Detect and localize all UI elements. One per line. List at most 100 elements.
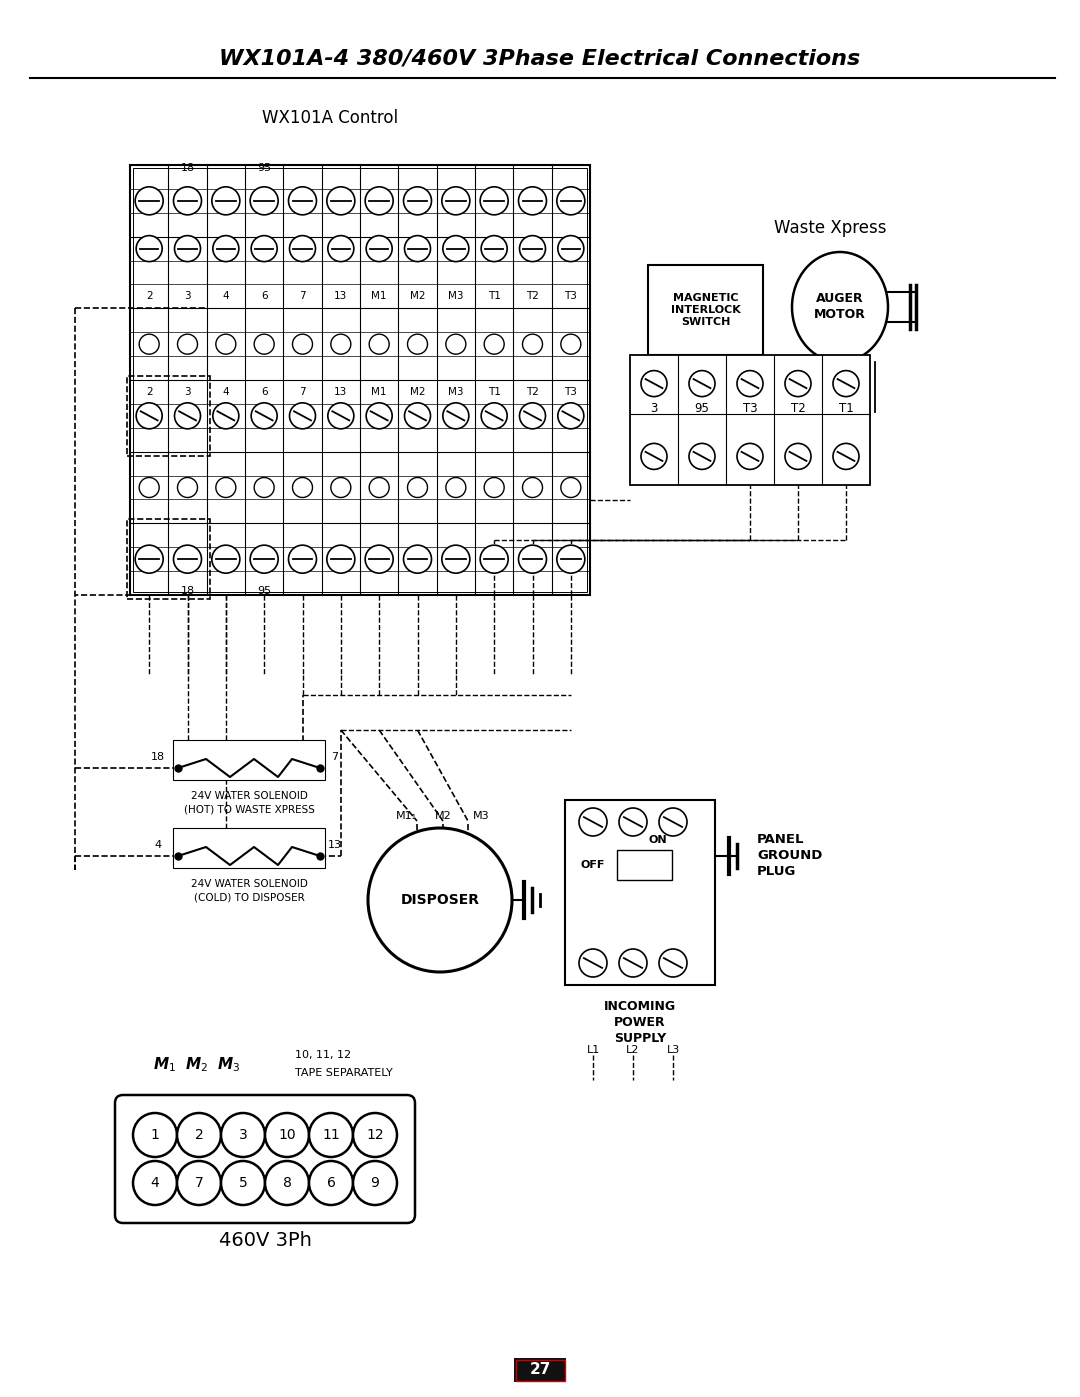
Text: INCOMING
POWER
SUPPLY: INCOMING POWER SUPPLY [604, 1000, 676, 1045]
Circle shape [833, 370, 859, 397]
Text: 95: 95 [257, 587, 271, 597]
Text: 7: 7 [332, 752, 338, 761]
Text: PANEL
GROUND
PLUG: PANEL GROUND PLUG [757, 833, 822, 877]
Text: 95: 95 [257, 163, 271, 173]
Text: L1: L1 [586, 1045, 599, 1055]
Bar [173, 828, 325, 868]
Circle shape [328, 236, 354, 261]
Text: 3: 3 [185, 387, 191, 397]
Text: T2: T2 [526, 387, 539, 397]
Circle shape [136, 236, 162, 261]
Circle shape [442, 545, 470, 573]
Text: 4: 4 [154, 840, 162, 849]
Bar [173, 740, 325, 780]
Circle shape [365, 545, 393, 573]
Circle shape [484, 334, 504, 355]
Circle shape [557, 187, 585, 215]
Text: T3: T3 [743, 402, 757, 415]
Text: T3: T3 [565, 387, 578, 397]
Circle shape [481, 187, 509, 215]
Circle shape [177, 1161, 221, 1206]
Ellipse shape [792, 251, 888, 362]
Circle shape [404, 545, 432, 573]
Circle shape [619, 949, 647, 977]
Text: 13: 13 [328, 840, 342, 849]
Circle shape [659, 807, 687, 835]
Text: 1: 1 [150, 1127, 160, 1141]
Text: 3: 3 [650, 402, 658, 415]
Text: 13: 13 [334, 387, 348, 397]
Circle shape [482, 402, 508, 429]
Circle shape [369, 478, 389, 497]
Circle shape [579, 949, 607, 977]
Circle shape [481, 545, 509, 573]
Circle shape [405, 402, 431, 429]
Circle shape [579, 807, 607, 835]
Text: 7: 7 [299, 387, 306, 397]
Text: 10, 11, 12: 10, 11, 12 [295, 1051, 351, 1060]
Bar [127, 376, 210, 455]
Text: T1: T1 [488, 387, 501, 397]
Circle shape [221, 1113, 265, 1157]
Text: 6: 6 [326, 1176, 336, 1190]
Circle shape [133, 1161, 177, 1206]
Text: Waste Xpress: Waste Xpress [773, 219, 887, 237]
Text: 5: 5 [239, 1176, 247, 1190]
Circle shape [135, 545, 163, 573]
Text: 460V 3Ph: 460V 3Ph [218, 1231, 311, 1249]
Circle shape [558, 402, 584, 429]
Circle shape [737, 443, 762, 469]
Circle shape [405, 236, 431, 261]
Circle shape [216, 478, 235, 497]
Circle shape [619, 807, 647, 835]
Text: 6: 6 [261, 387, 268, 397]
Circle shape [136, 402, 162, 429]
Circle shape [833, 443, 859, 469]
Circle shape [174, 187, 202, 215]
Bar [127, 520, 210, 599]
Circle shape [642, 370, 667, 397]
Text: MAGNETIC
INTERLOCK
SWITCH: MAGNETIC INTERLOCK SWITCH [671, 292, 741, 327]
Text: 6: 6 [261, 292, 268, 302]
Circle shape [327, 545, 355, 573]
Text: 2: 2 [146, 292, 152, 302]
Circle shape [252, 402, 278, 429]
Circle shape [330, 478, 351, 497]
Text: 13: 13 [334, 292, 348, 302]
Circle shape [177, 1113, 221, 1157]
Text: 18: 18 [151, 752, 165, 761]
Circle shape [558, 236, 584, 261]
Circle shape [265, 1113, 309, 1157]
Circle shape [366, 236, 392, 261]
Circle shape [737, 370, 762, 397]
Circle shape [523, 334, 542, 355]
Circle shape [251, 545, 279, 573]
Circle shape [289, 402, 315, 429]
Circle shape [212, 545, 240, 573]
Circle shape [175, 236, 201, 261]
Text: 4: 4 [222, 387, 229, 397]
Bar [130, 165, 590, 595]
Circle shape [328, 402, 354, 429]
Circle shape [353, 1161, 397, 1206]
Circle shape [254, 478, 274, 497]
Text: T2: T2 [791, 402, 806, 415]
Text: T1: T1 [839, 402, 853, 415]
Circle shape [288, 187, 316, 215]
Circle shape [407, 478, 428, 497]
Text: 3: 3 [185, 292, 191, 302]
Text: 2: 2 [146, 387, 152, 397]
Text: 18: 18 [180, 163, 194, 173]
Text: WX101A-4 380/460V 3Phase Electrical Connections: WX101A-4 380/460V 3Phase Electrical Conn… [219, 47, 861, 68]
Text: 10: 10 [279, 1127, 296, 1141]
Circle shape [309, 1161, 353, 1206]
Text: 8: 8 [283, 1176, 292, 1190]
Circle shape [213, 236, 239, 261]
Circle shape [369, 334, 389, 355]
Circle shape [309, 1113, 353, 1157]
Text: OFF: OFF [581, 861, 605, 870]
Circle shape [293, 478, 312, 497]
Circle shape [404, 187, 432, 215]
Circle shape [251, 187, 279, 215]
Circle shape [139, 478, 159, 497]
